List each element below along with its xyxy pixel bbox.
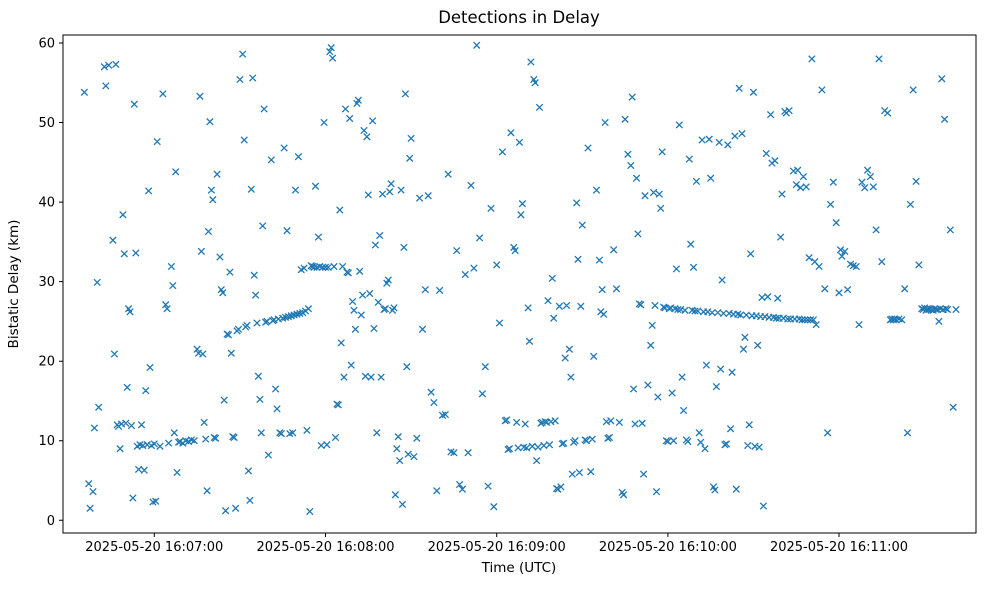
x-tick-label: 2025-05-20 16:11:00 xyxy=(770,540,908,555)
y-tick-label: 40 xyxy=(38,196,55,211)
y-tick-label: 50 xyxy=(38,116,55,131)
y-tick-label: 60 xyxy=(38,37,55,52)
y-tick-label: 20 xyxy=(38,355,55,370)
x-axis-label: Time (UTC) xyxy=(481,560,557,576)
scatter-points xyxy=(80,41,960,516)
chart-title: Detections in Delay xyxy=(438,8,600,27)
axis-tick-labels: 2025-05-20 16:07:00 2025-05-20 16:08:00 20… xyxy=(38,37,908,556)
axis-ticks xyxy=(59,42,840,537)
axes-background xyxy=(63,35,976,533)
x-tick-label: 2025-05-20 16:08:00 xyxy=(256,540,394,555)
y-axis-label: Bistatic Delay (km) xyxy=(6,220,22,349)
detection-markers xyxy=(80,41,960,516)
tick-marks xyxy=(59,42,840,537)
x-tick-label: 2025-05-20 16:07:00 xyxy=(85,540,223,555)
y-tick-label: 10 xyxy=(38,434,55,449)
y-tick-label: 0 xyxy=(47,514,55,529)
x-tick-label: 2025-05-20 16:10:00 xyxy=(599,540,737,555)
x-tick-label: 2025-05-20 16:09:00 xyxy=(428,540,566,555)
plot-spines xyxy=(62,34,977,534)
y-tick-label: 30 xyxy=(38,275,55,290)
